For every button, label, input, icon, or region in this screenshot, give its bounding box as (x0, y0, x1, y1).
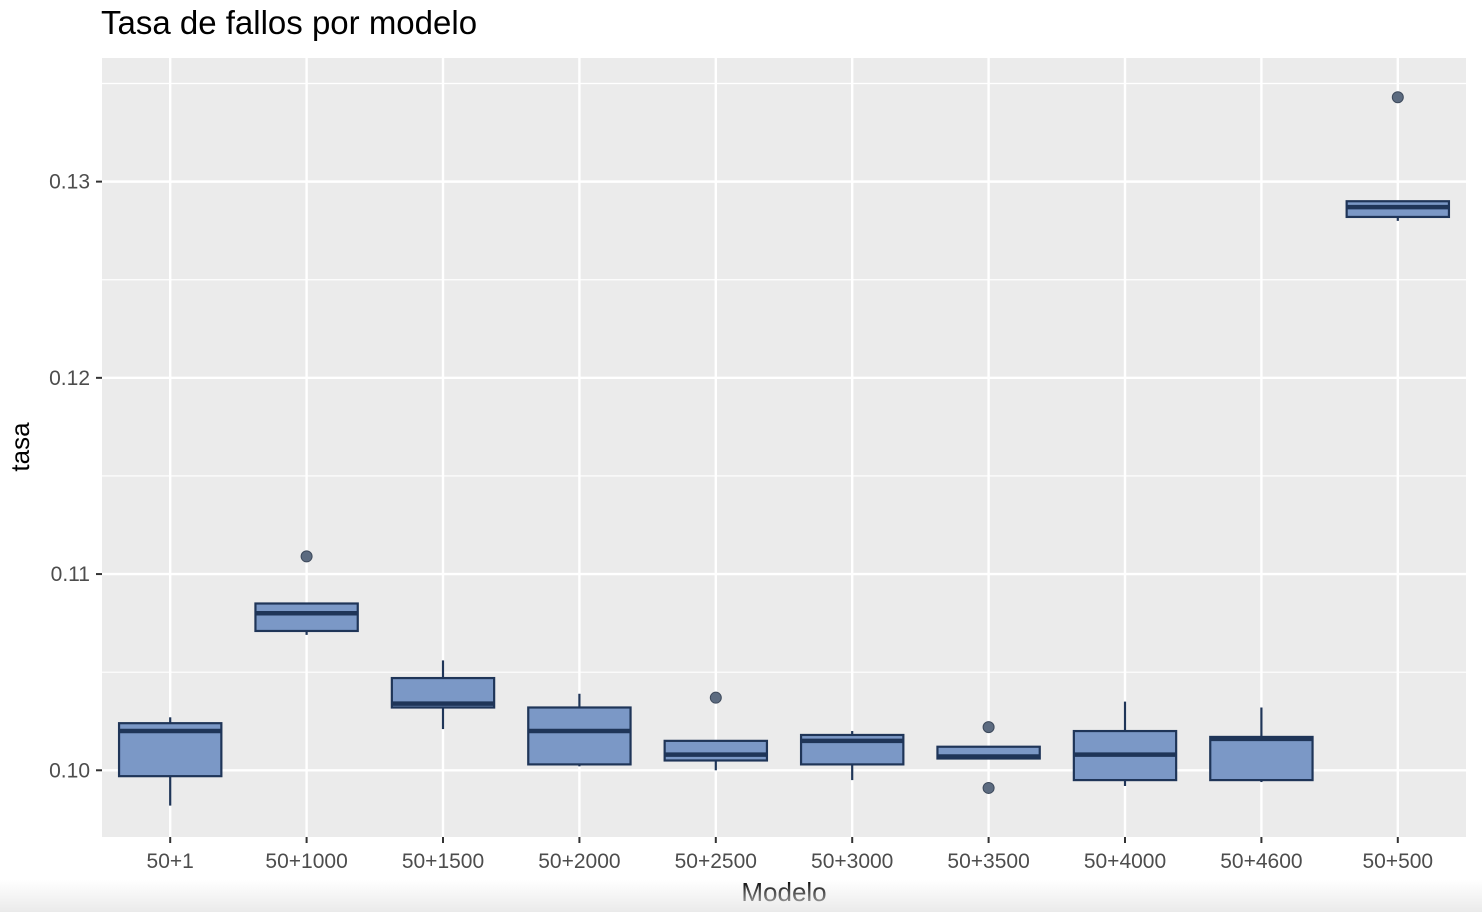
box-50+4600 (1209, 707, 1314, 783)
box-50+1500 (390, 660, 496, 730)
chart-title: Tasa de fallos por modelo (101, 4, 478, 41)
box-body (254, 602, 359, 633)
box-50+3500 (936, 721, 1041, 794)
outlier-point (1391, 91, 1404, 104)
x-tick-label: 50+1000 (265, 850, 347, 873)
y-tick-label: 0.12 (49, 367, 90, 390)
box-50+1000 (254, 550, 359, 635)
boxes-layer (117, 91, 1451, 806)
outlier-point (982, 721, 995, 734)
box-body (1209, 735, 1314, 782)
box-50+2000 (527, 693, 632, 767)
box-50+1 (117, 717, 223, 806)
box-50+4000 (1072, 701, 1178, 786)
plot-panel (102, 58, 1466, 837)
y-axis-title: tasa (5, 422, 35, 472)
y-tick-label: 0.11 (51, 563, 90, 586)
x-tick-label: 50+1 (147, 850, 194, 873)
box-50+2500 (663, 691, 769, 771)
outlier-point (709, 691, 722, 704)
x-tick-label: 50+1500 (402, 850, 484, 873)
grid-minor (102, 82, 1466, 673)
outlier-point (300, 550, 313, 563)
x-tick-label: 50+2000 (538, 850, 620, 873)
y-tick-label: 0.10 (49, 759, 90, 782)
x-tick-label: 50+500 (1362, 850, 1433, 873)
x-tick-label: 50+3000 (811, 850, 893, 873)
x-tick-label: 50+3500 (947, 850, 1029, 873)
x-tick-label: 50+4600 (1220, 850, 1302, 873)
box-body (527, 706, 632, 766)
box-body (663, 739, 769, 762)
x-axis-title: Modelo (741, 877, 826, 907)
box-50+3000 (799, 731, 905, 781)
y-tick-label: 0.13 (49, 171, 90, 194)
x-tick-label: 50+4000 (1084, 850, 1166, 873)
box-50+500 (1345, 91, 1451, 221)
axes-layer: 0.10 0.11 0.12 0.13 50+1 50+1000 50+1500 50+200… (49, 171, 1433, 873)
x-tick-label: 50+2500 (675, 850, 757, 873)
outlier-point (982, 781, 995, 794)
